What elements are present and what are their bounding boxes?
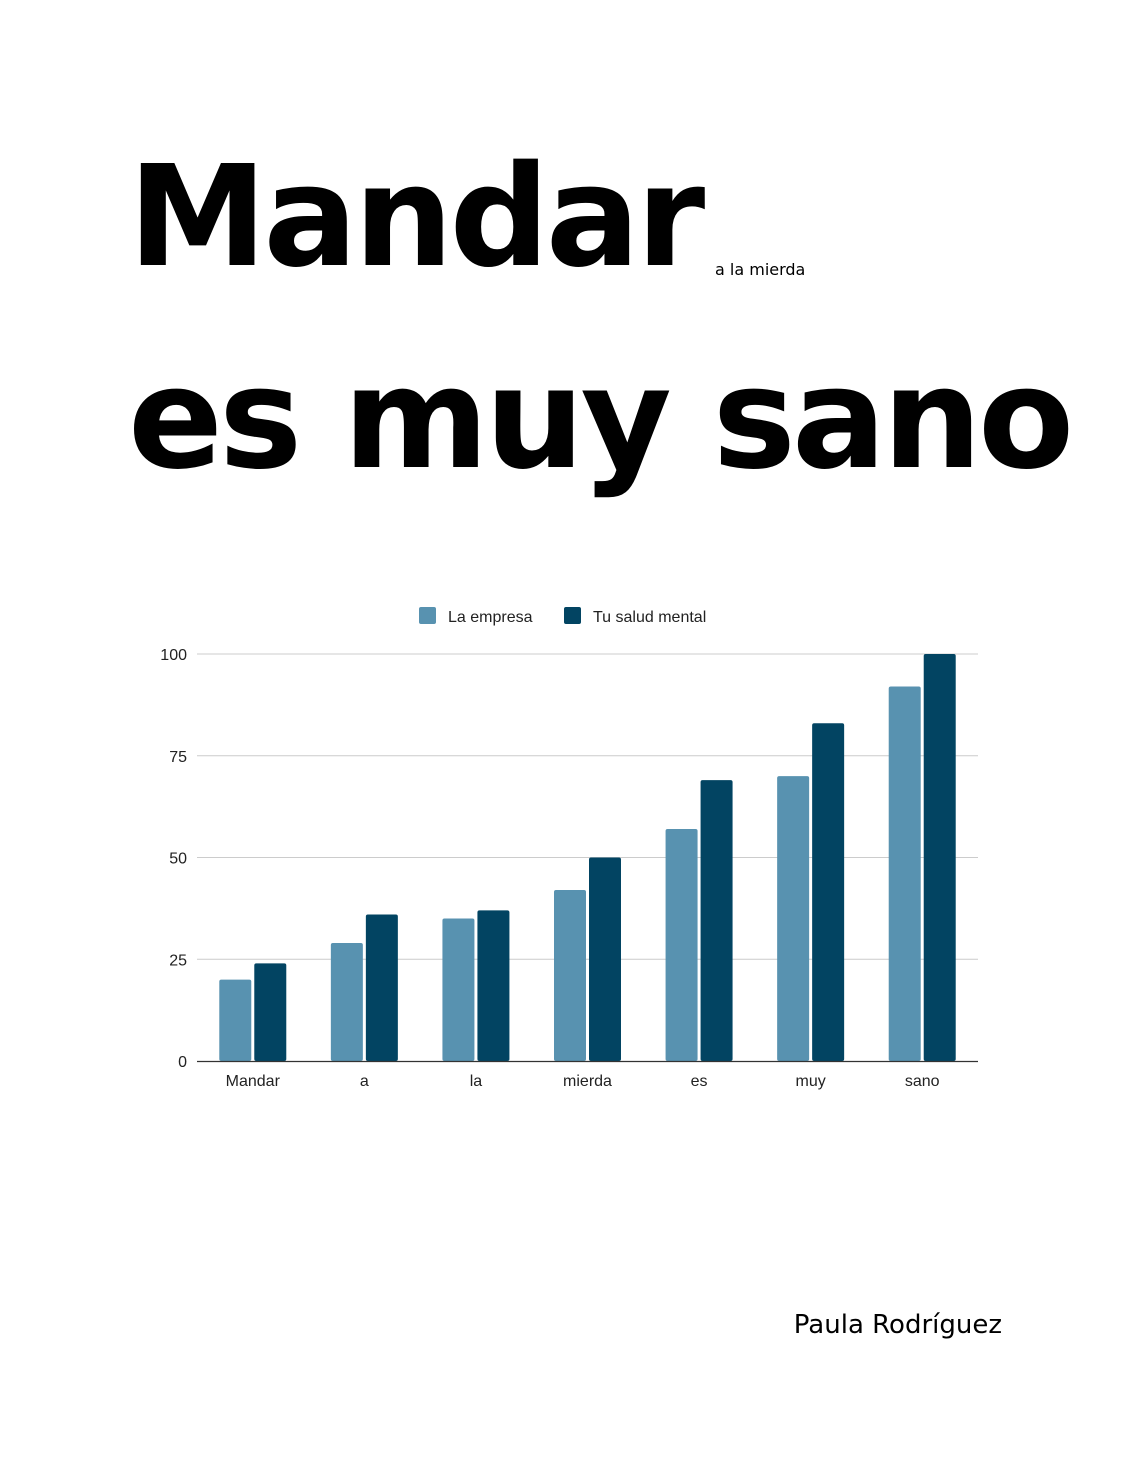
bar-la-empresa	[219, 979, 252, 1061]
x-tick-label: a	[360, 1073, 369, 1090]
legend-label: Tu salud mental	[593, 609, 706, 626]
bar-tu-salud-mental	[812, 723, 845, 1061]
x-tick-label: sano	[905, 1073, 940, 1090]
bar-tu-salud-mental	[365, 914, 398, 1061]
x-tick-label: Mandar	[226, 1073, 281, 1090]
bar-la-empresa	[330, 942, 363, 1061]
bar-tu-salud-mental	[700, 780, 733, 1061]
chart-bars	[219, 654, 956, 1061]
x-tick-label: muy	[796, 1073, 826, 1090]
bar-la-empresa	[665, 829, 698, 1061]
bar-tu-salud-mental	[477, 910, 510, 1061]
legend-label: La empresa	[448, 609, 533, 626]
x-tick-label: la	[470, 1073, 483, 1090]
x-axis-ticks: Mandar a la mierda es muy sano	[226, 1073, 940, 1090]
x-tick-label: mierda	[563, 1073, 612, 1090]
chart-legend: La empresa Tu salud mental	[419, 607, 706, 626]
y-tick-label: 25	[169, 952, 187, 969]
bar-tu-salud-mental	[923, 654, 956, 1061]
title-line-1: Mandar	[128, 136, 705, 299]
bar-la-empresa	[554, 890, 586, 1061]
y-tick-label: 75	[169, 749, 187, 766]
y-tick-label: 100	[160, 647, 187, 664]
author-name: Paula Rodríguez	[793, 1310, 1002, 1340]
title-aside: a la mierda	[715, 260, 806, 279]
y-tick-label: 50	[169, 851, 187, 868]
bar-la-empresa	[777, 776, 810, 1061]
title-line-2: es muy sano	[128, 338, 1074, 501]
legend-swatch	[419, 607, 436, 624]
bar-la-empresa	[888, 686, 921, 1061]
y-axis-ticks: 0 25 50 75 100	[160, 647, 187, 1071]
y-tick-label: 0	[178, 1054, 187, 1071]
chart-gridlines	[197, 653, 978, 960]
bar-la-empresa	[442, 918, 475, 1061]
legend-swatch	[564, 607, 581, 624]
bar-tu-salud-mental	[254, 963, 287, 1061]
bar-tu-salud-mental	[589, 857, 621, 1061]
x-tick-label: es	[691, 1073, 708, 1090]
